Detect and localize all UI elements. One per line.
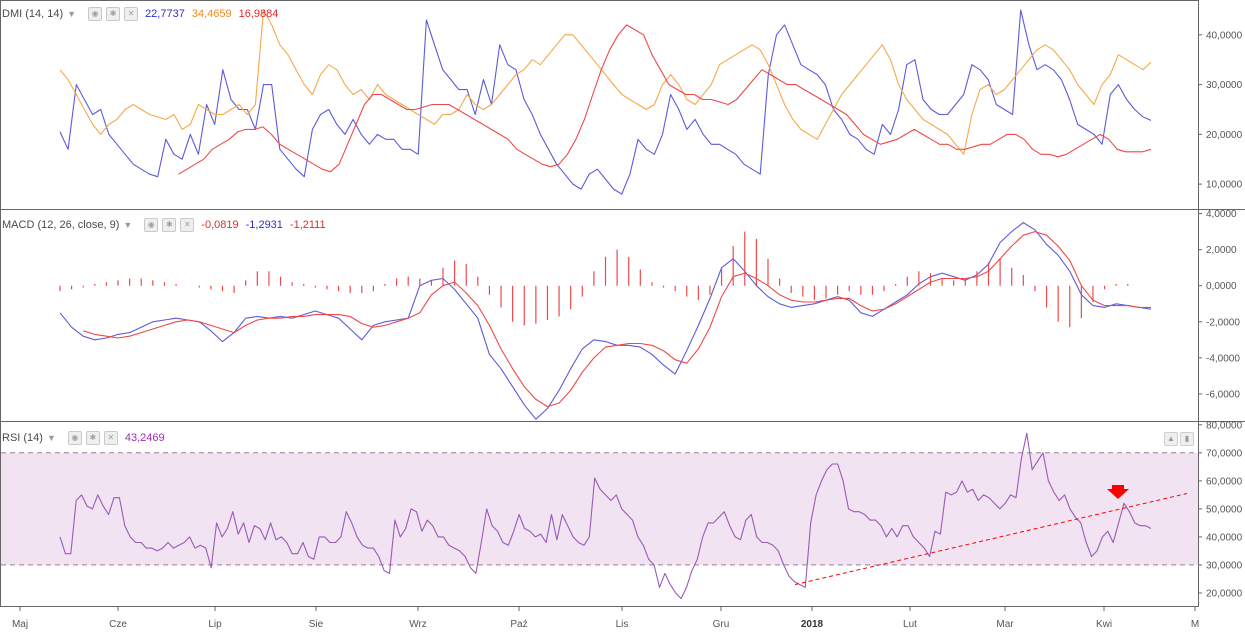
- y-tick-label: 0,0000: [1206, 281, 1237, 292]
- x-tick-label: Lut: [903, 619, 917, 630]
- gear-icon[interactable]: ✱: [85, 431, 100, 445]
- y-tick-label: 4,0000: [1206, 209, 1237, 220]
- x-tick-label: 2018: [801, 619, 824, 630]
- chevron-down-icon[interactable]: ▼: [123, 220, 133, 230]
- y-tick-label: -6,0000: [1206, 389, 1240, 400]
- move-up-icon[interactable]: ▲: [1164, 432, 1178, 446]
- maximize-icon[interactable]: ▮: [1180, 432, 1194, 446]
- dmi-line-red: [178, 24, 1152, 175]
- rsi-band: [1, 452, 1198, 565]
- x-tick-label: Cze: [109, 619, 127, 630]
- close-icon[interactable]: ✕: [124, 7, 139, 21]
- dmi-line-blue: [59, 9, 1152, 195]
- macd-title: MACD (12, 26, close, 9): [2, 219, 120, 231]
- rsi-title: RSI (14): [2, 432, 43, 444]
- close-icon[interactable]: ✕: [103, 431, 118, 445]
- x-tick-label: Paź: [510, 619, 527, 630]
- macd-line-red: [83, 231, 1151, 408]
- dmi-minus-value: 34,4659: [191, 8, 232, 20]
- eye-icon[interactable]: ◉: [88, 7, 103, 21]
- gear-icon[interactable]: ✱: [106, 7, 121, 21]
- y-tick-label: 50,0000: [1206, 504, 1243, 515]
- y-tick-label: 20,0000: [1206, 130, 1243, 141]
- x-tick-label: Lip: [208, 619, 222, 630]
- rsi-line-purple: [59, 432, 1152, 600]
- eye-icon[interactable]: ◉: [67, 431, 82, 445]
- y-tick-label: 70,0000: [1206, 448, 1243, 459]
- y-tick-label: 60,0000: [1206, 476, 1243, 487]
- y-tick-label: 20,0000: [1206, 588, 1243, 599]
- macd-line-blue: [59, 222, 1152, 420]
- close-icon[interactable]: ✕: [180, 218, 195, 232]
- y-tick-label: 2,0000: [1206, 245, 1237, 256]
- x-tick-label: Kwi: [1096, 619, 1112, 630]
- macd-legend: MACD (12, 26, close, 9) ▼ ◉ ✱ ✕ -0,0819 …: [2, 217, 326, 233]
- macd-hist-value: -0,0819: [201, 219, 239, 231]
- macd-signal-value: -1,2111: [289, 219, 326, 231]
- down-arrow-icon: [1107, 485, 1129, 499]
- rsi-value: 43,2469: [124, 432, 165, 444]
- y-tick-label: 10,0000: [1206, 180, 1243, 191]
- dmi-adx-value: 16,9884: [238, 8, 279, 20]
- dmi-title: DMI (14, 14): [2, 8, 64, 20]
- y-tick-label: 30,0000: [1206, 560, 1243, 571]
- macd-line-value: -1,2931: [245, 219, 283, 231]
- x-tick-label: Sie: [309, 619, 324, 630]
- y-tick-label: -4,0000: [1206, 353, 1240, 364]
- plot-frame: [0, 0, 1199, 607]
- dmi-line-orange: [59, 9, 1152, 155]
- gear-icon[interactable]: ✱: [162, 218, 177, 232]
- dmi-plus-value: 22,7737: [145, 8, 185, 20]
- x-tick-label: Mar: [996, 619, 1014, 630]
- chevron-down-icon[interactable]: ▼: [46, 433, 56, 443]
- y-tick-label: 40,0000: [1206, 30, 1243, 41]
- x-tick-label: Wrz: [409, 619, 427, 630]
- eye-icon[interactable]: ◉: [144, 218, 159, 232]
- x-tick-label: M: [1191, 619, 1199, 630]
- chevron-down-icon[interactable]: ▼: [67, 9, 77, 19]
- y-tick-label: 80,0000: [1206, 420, 1243, 431]
- x-tick-label: Maj: [12, 619, 28, 630]
- rsi-legend: RSI (14) ▼ ◉ ✱ ✕ 43,2469: [2, 430, 165, 446]
- y-tick-label: 40,0000: [1206, 532, 1243, 543]
- dmi-legend: DMI (14, 14) ▼ ◉ ✱ ✕ 22,7737 34,4659 16,…: [2, 6, 278, 22]
- x-tick-label: Lis: [616, 619, 629, 630]
- y-tick-label: 30,0000: [1206, 80, 1243, 91]
- x-tick-label: Gru: [713, 619, 730, 630]
- y-tick-label: -2,0000: [1206, 317, 1240, 328]
